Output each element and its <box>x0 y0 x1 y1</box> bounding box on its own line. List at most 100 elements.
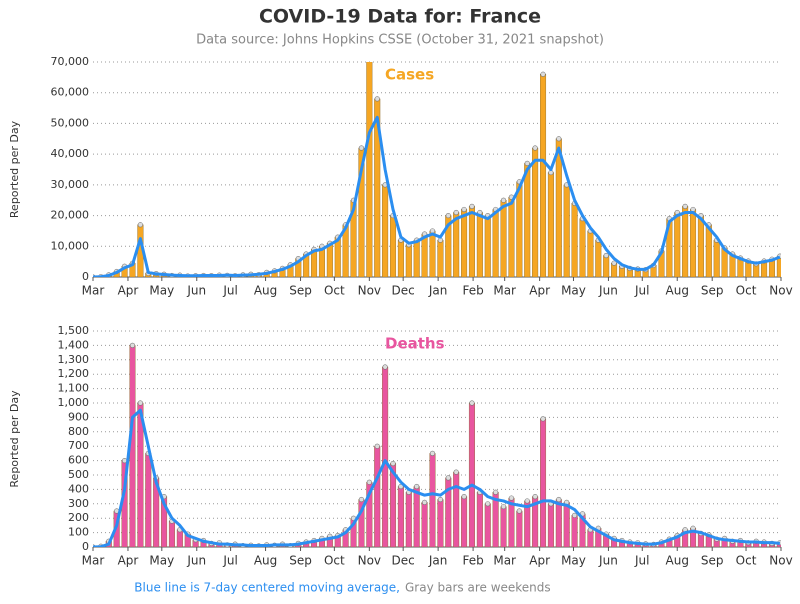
bar <box>540 74 546 277</box>
bar <box>406 492 412 547</box>
bar-tip <box>454 470 459 475</box>
bar <box>698 216 704 277</box>
y-tick-label: 800 <box>68 425 89 438</box>
bar-tip <box>359 146 364 151</box>
bar-tip <box>367 480 372 485</box>
bar <box>374 446 380 547</box>
bar-tip <box>383 365 388 370</box>
bar <box>548 504 554 547</box>
bar <box>714 240 720 277</box>
bar <box>517 182 523 277</box>
panel-label: Deaths <box>385 335 445 353</box>
bar <box>572 515 578 547</box>
y-axis-label: Reported per Day <box>8 390 21 488</box>
x-tick-label: Aug <box>254 554 277 568</box>
bar-tip <box>470 204 475 209</box>
bar-tip <box>572 513 577 518</box>
bar <box>461 209 467 277</box>
bar <box>540 419 546 547</box>
x-tick-label: Sep <box>701 284 724 298</box>
footnote: Blue line is 7-day centered moving avera… <box>134 581 400 595</box>
chart-subtitle: Data source: Johns Hopkins CSSE (October… <box>196 33 604 48</box>
y-tick-label: 10,000 <box>51 239 90 252</box>
bar <box>438 240 444 277</box>
bar <box>430 231 436 277</box>
bar <box>382 367 388 547</box>
bar <box>572 203 578 277</box>
x-tick-label: Nov <box>769 284 792 298</box>
x-tick-label: Aug <box>254 284 277 298</box>
y-axis-label: Reported per Day <box>8 120 21 218</box>
y-tick-label: 60,000 <box>51 86 90 99</box>
y-tick-label: 300 <box>68 497 89 510</box>
bar-tip <box>414 484 419 489</box>
bar-tip <box>138 401 143 406</box>
y-tick-label: 900 <box>68 410 89 423</box>
bar <box>674 213 680 278</box>
x-tick-label: May <box>149 284 174 298</box>
y-tick-label: 200 <box>68 511 89 524</box>
bar <box>469 206 475 277</box>
x-tick-label: Dec <box>392 284 415 298</box>
bar <box>595 240 601 277</box>
bar-tip <box>375 97 380 102</box>
x-tick-label: Apr <box>529 554 550 568</box>
bar <box>422 234 428 277</box>
y-tick-label: 1,200 <box>58 367 90 380</box>
bar <box>398 240 404 277</box>
bar <box>517 511 523 547</box>
bar <box>706 225 712 277</box>
bar <box>382 185 388 277</box>
bar-tip <box>438 497 443 502</box>
bar <box>398 487 404 547</box>
plot-area <box>91 11 783 280</box>
plot-area <box>91 343 783 549</box>
x-tick-label: Apr <box>118 284 139 298</box>
bar <box>564 502 570 547</box>
bar <box>390 216 396 277</box>
y-tick-label: 600 <box>68 454 89 467</box>
panel-label: Cases <box>385 66 434 84</box>
x-tick-label: Oct <box>324 284 345 298</box>
x-tick-label: Sep <box>289 554 312 568</box>
bar-tip <box>485 502 490 507</box>
bar <box>501 200 507 277</box>
bar <box>509 197 515 277</box>
footnote: Gray bars are weekends <box>405 581 551 595</box>
bar <box>556 499 562 547</box>
bar-tip <box>541 72 546 77</box>
y-tick-label: 100 <box>68 526 89 539</box>
y-tick-label: 0 <box>82 270 89 283</box>
y-tick-label: 500 <box>68 468 89 481</box>
bar-tip <box>430 451 435 456</box>
x-tick-label: May <box>149 554 174 568</box>
y-tick-label: 50,000 <box>51 116 90 129</box>
x-tick-label: Mar <box>82 284 105 298</box>
x-tick-label: Jan <box>428 284 448 298</box>
bar-tip <box>557 136 562 141</box>
bar <box>461 497 467 547</box>
bar-tip <box>525 161 530 166</box>
x-tick-label: Mar <box>493 284 516 298</box>
y-tick-label: 1,400 <box>58 338 90 351</box>
bar-tip <box>422 500 427 505</box>
bar-tip <box>525 499 530 504</box>
x-tick-label: Jul <box>634 284 649 298</box>
x-tick-label: Mar <box>493 554 516 568</box>
x-tick-label: Aug <box>666 284 689 298</box>
y-tick-label: 20,000 <box>51 209 90 222</box>
x-tick-label: Nov <box>358 284 381 298</box>
bar-tip <box>517 509 522 514</box>
bar <box>414 240 420 277</box>
x-tick-label: Jul <box>222 554 237 568</box>
bar-tip <box>138 222 143 227</box>
x-tick-label: Sep <box>701 554 724 568</box>
y-tick-label: 40,000 <box>51 147 90 160</box>
x-tick-label: May <box>561 284 586 298</box>
bar <box>524 163 530 277</box>
x-tick-label: Apr <box>118 554 139 568</box>
bar-tip <box>462 494 467 499</box>
x-tick-label: Dec <box>392 554 415 568</box>
bar <box>477 213 483 278</box>
bar <box>453 472 459 547</box>
